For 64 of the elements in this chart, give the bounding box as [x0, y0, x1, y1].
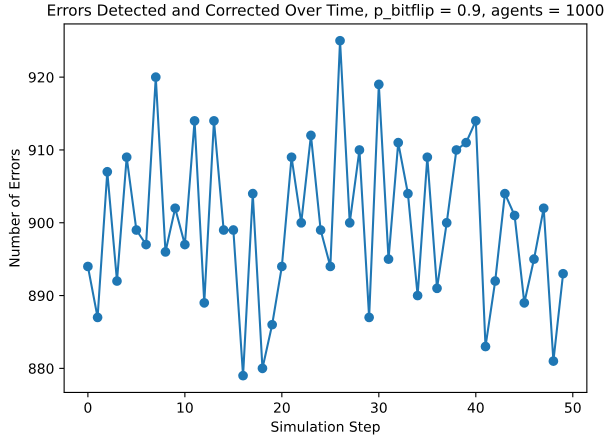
point: [122, 152, 132, 162]
y-tick-label: 890: [28, 290, 54, 302]
point: [92, 312, 102, 322]
point: [286, 152, 296, 162]
point: [209, 116, 219, 126]
point: [248, 188, 258, 198]
x-tick-label: 20: [274, 402, 290, 413]
point: [403, 188, 413, 198]
point: [335, 36, 345, 46]
point: [199, 298, 210, 308]
point: [150, 72, 161, 82]
point: [422, 152, 432, 162]
point: [374, 80, 384, 90]
point: [393, 138, 404, 148]
point: [480, 342, 490, 352]
y-tick-label: 910: [28, 144, 54, 156]
point: [490, 276, 500, 286]
point: [112, 276, 122, 286]
point: [276, 262, 287, 272]
point: [267, 320, 278, 330]
x-tick-label: 40: [468, 402, 484, 413]
point: [500, 188, 510, 198]
y-tick-label: 920: [28, 72, 54, 83]
point: [364, 312, 374, 322]
point: [529, 254, 539, 264]
point: [132, 225, 142, 235]
point: [519, 298, 530, 308]
point: [296, 218, 306, 228]
point: [180, 240, 190, 250]
x-axis-title: Simulation Step: [271, 421, 380, 435]
point: [432, 283, 442, 294]
point: [238, 370, 248, 381]
point: [141, 240, 151, 250]
point: [354, 145, 364, 155]
point: [316, 225, 326, 235]
x-tick-label: 10: [178, 402, 193, 413]
point: [306, 130, 316, 140]
chart-title: Errors Detected and Corrected Over Time, p_bitflip = 0.9, agents = 1000: [48, 4, 604, 20]
point: [461, 138, 471, 148]
point: [538, 203, 549, 214]
point: [344, 218, 355, 228]
x-tick-label: 0: [84, 402, 92, 413]
point: [83, 262, 93, 272]
point: [412, 290, 422, 300]
point: [452, 145, 462, 155]
y-axis-title: Number of Errors: [8, 149, 20, 266]
point: [548, 356, 558, 366]
point: [218, 225, 229, 235]
point: [160, 247, 170, 257]
point: [102, 166, 112, 177]
y-tick-label: 880: [28, 363, 54, 374]
point: [510, 210, 520, 220]
y-tick-label: 900: [28, 218, 54, 228]
x-tick-label: 50: [565, 402, 581, 413]
point: [228, 225, 238, 235]
point: [325, 262, 336, 272]
point: [442, 218, 452, 228]
point: [384, 254, 394, 264]
point: [558, 268, 568, 279]
point: [190, 116, 200, 126]
point: [170, 203, 180, 214]
x-tick-label: 30: [371, 402, 387, 413]
point: [470, 116, 481, 126]
point: [258, 364, 268, 374]
